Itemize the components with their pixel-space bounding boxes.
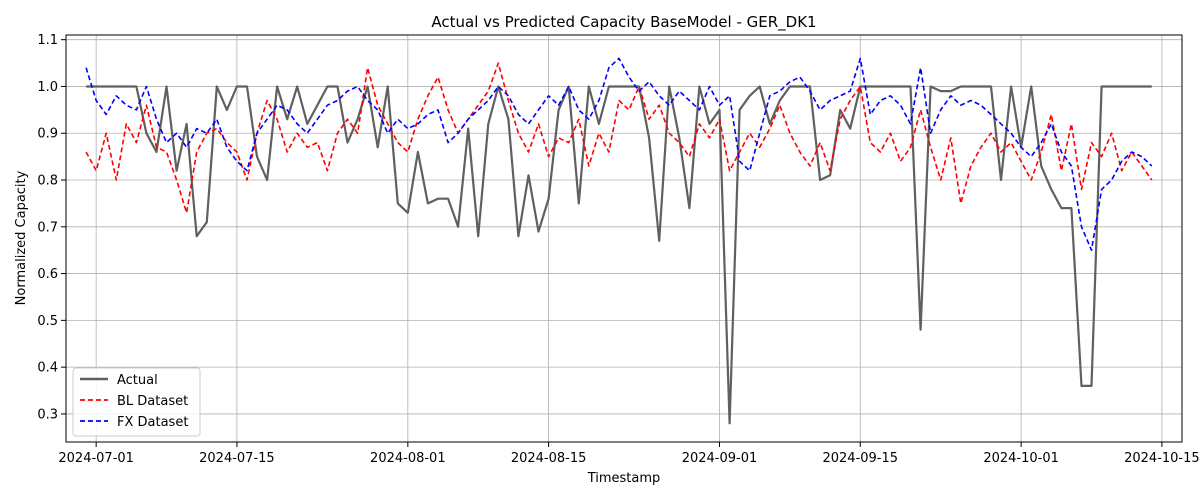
x-tick-label: 2024-09-15: [822, 451, 898, 466]
y-tick-label: 0.4: [37, 361, 58, 376]
series-line-fx-dataset: [85, 57, 1153, 251]
grid-lines: [66, 35, 1182, 442]
series-line-actual: [86, 85, 1152, 425]
x-tick-label: 2024-08-15: [511, 451, 587, 466]
axes: 2024-07-01 2024-07-15 2024-08-01 2024-08-15…: [37, 33, 1199, 466]
x-tick-label: 2024-09-01: [682, 451, 758, 466]
legend: Actual BL Dataset FX Dataset: [72, 367, 201, 437]
y-tick-label: 1.1: [37, 33, 58, 48]
y-tick-label: 0.3: [37, 407, 58, 422]
y-axis-title: Normalized Capacity: [14, 170, 29, 305]
plot-frame: [65, 34, 1183, 443]
series-lines: [85, 57, 1153, 425]
chart-title: Actual vs Predicted Capacity BaseModel -…: [431, 13, 816, 32]
legend-box: [72, 367, 201, 437]
x-axis-title: Timestamp: [587, 471, 661, 486]
x-tick-label: 2024-08-01: [370, 451, 446, 466]
y-tick-label: 0.7: [37, 220, 58, 235]
x-tick-label: 2024-07-01: [58, 451, 134, 466]
x-tick-label: 2024-10-01: [983, 451, 1059, 466]
x-tick-label: 2024-07-15: [199, 451, 275, 466]
legend-label-bl-dataset: BL Dataset: [117, 394, 188, 409]
y-tick-label: 0.8: [37, 174, 58, 189]
series-line-bl-dataset: [85, 62, 1153, 214]
y-tick-label: 1.0: [37, 80, 58, 95]
y-tick-label: 0.9: [37, 127, 58, 142]
y-tick-label: 0.5: [37, 314, 58, 329]
legend-label-fx-dataset: FX Dataset: [117, 415, 188, 430]
legend-label-actual: Actual: [117, 373, 158, 388]
y-tick-label: 0.6: [37, 267, 58, 282]
x-tick-label: 2024-10-15: [1124, 451, 1200, 466]
